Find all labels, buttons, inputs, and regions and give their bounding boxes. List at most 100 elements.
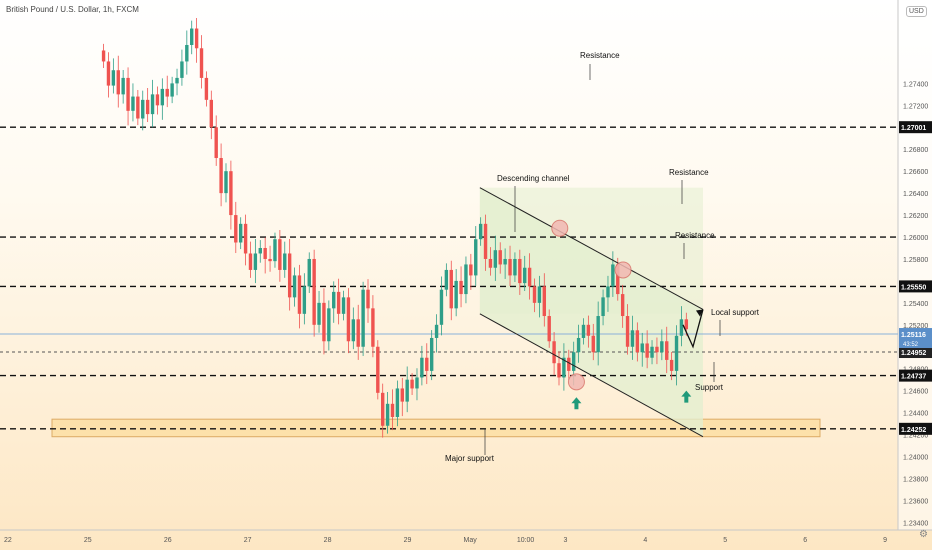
- candle-body: [141, 99, 145, 119]
- candle-body: [194, 28, 199, 49]
- candle-body: [493, 250, 498, 268]
- candle-body: [454, 280, 458, 309]
- y-tick-label: 1.24600: [903, 389, 928, 396]
- annotation-resistance-1: Resistance: [580, 51, 620, 60]
- level-badge: [899, 422, 932, 435]
- candle-body: [106, 61, 111, 86]
- candle-body: [547, 316, 551, 342]
- level-badge: [899, 121, 932, 134]
- candle-body: [665, 341, 669, 360]
- candle-body: [381, 392, 385, 426]
- candle-body: [238, 223, 243, 243]
- candle-body: [625, 316, 630, 347]
- candle-body: [219, 158, 223, 194]
- candle-body: [459, 280, 463, 295]
- candle-body: [616, 264, 620, 295]
- candle-body: [361, 289, 365, 347]
- candle-body: [356, 319, 360, 347]
- candle-body: [562, 357, 566, 378]
- candle-body: [513, 258, 517, 276]
- candle-body: [263, 247, 267, 259]
- candle-body: [175, 77, 179, 84]
- candle-body: [199, 48, 204, 78]
- y-tick-label: 1.26600: [903, 169, 928, 176]
- candle-body: [268, 258, 272, 262]
- touch-marker: [567, 373, 585, 391]
- level-label: 1.25550: [901, 284, 926, 291]
- candle-body: [307, 258, 311, 287]
- projection-arrowhead-icon: [695, 309, 703, 317]
- y-tick-label: 1.24200: [903, 433, 928, 440]
- candle-body: [679, 319, 684, 336]
- candle-body: [180, 61, 184, 78]
- candle-body: [116, 70, 120, 95]
- annotation-resistance-2: Resistance: [669, 168, 709, 177]
- annotation-major-support: Major support: [445, 454, 495, 463]
- current-price-badge: [899, 328, 932, 349]
- candle-body: [332, 291, 336, 309]
- candle-body: [111, 70, 116, 86]
- candle-body: [581, 324, 586, 338]
- y-tick-label: 1.25200: [903, 323, 928, 330]
- candle-body: [660, 341, 664, 353]
- candle-body: [292, 275, 297, 298]
- candle-body: [650, 346, 654, 358]
- candle-body: [229, 171, 233, 216]
- candle-body: [204, 77, 209, 100]
- y-tick-label: 1.26400: [903, 191, 928, 198]
- candle-body: [674, 335, 679, 371]
- candle-body: [518, 258, 522, 284]
- x-tick-label: 4: [643, 537, 647, 544]
- candle-body: [532, 286, 537, 303]
- y-tick-label: 1.26000: [903, 235, 928, 242]
- candle-body: [273, 239, 277, 262]
- candle-body: [464, 264, 468, 295]
- x-tick-label: 9: [883, 537, 887, 544]
- candle-body: [469, 264, 473, 276]
- y-tick-label: 1.27400: [903, 81, 928, 88]
- major-support-zone: [51, 418, 821, 438]
- candle-body: [150, 94, 155, 115]
- candle-body: [170, 83, 174, 97]
- candle-body: [165, 88, 169, 97]
- price-axis-panel: [898, 0, 932, 530]
- annotation-descending-channel: Descending channel: [497, 174, 570, 183]
- candle-body: [160, 88, 165, 106]
- candle-body: [101, 50, 106, 62]
- candle-body: [395, 388, 400, 417]
- y-tick-label: 1.23400: [903, 520, 928, 527]
- current-price-label: 1.25116: [901, 332, 926, 339]
- candle-body: [385, 403, 390, 426]
- candle-body: [684, 319, 689, 330]
- annotation-support: Support: [695, 383, 724, 392]
- candle-body: [190, 28, 194, 45]
- annotation-resistance-3: Resistance: [675, 231, 715, 240]
- candle-body: [376, 346, 380, 393]
- candle-body: [425, 357, 429, 371]
- candle-body: [635, 330, 640, 353]
- x-tick-label: 10:00: [517, 537, 535, 544]
- candle-body: [214, 127, 218, 159]
- candle-body: [483, 223, 488, 259]
- candle-body: [591, 335, 595, 353]
- level-label: 1.27001: [901, 125, 926, 132]
- candle-body: [390, 403, 395, 417]
- candle-body: [527, 267, 532, 287]
- candle-body: [537, 286, 542, 303]
- level-label: 1.24737: [901, 374, 926, 381]
- x-tick-label: 22: [4, 537, 12, 544]
- annotation-local-support: Local support: [711, 308, 760, 317]
- local-support-label: 1.24952: [901, 350, 926, 357]
- currency-badge[interactable]: USD: [906, 6, 927, 17]
- candle-body: [327, 308, 331, 342]
- candle-body: [429, 337, 434, 371]
- settings-gear-icon[interactable]: ⚙: [919, 529, 928, 540]
- candle-body: [552, 341, 556, 364]
- x-tick-label: 5: [723, 537, 727, 544]
- touch-marker: [614, 261, 632, 279]
- candle-body: [248, 253, 253, 270]
- candle-body: [209, 99, 214, 128]
- candle-body: [136, 96, 140, 119]
